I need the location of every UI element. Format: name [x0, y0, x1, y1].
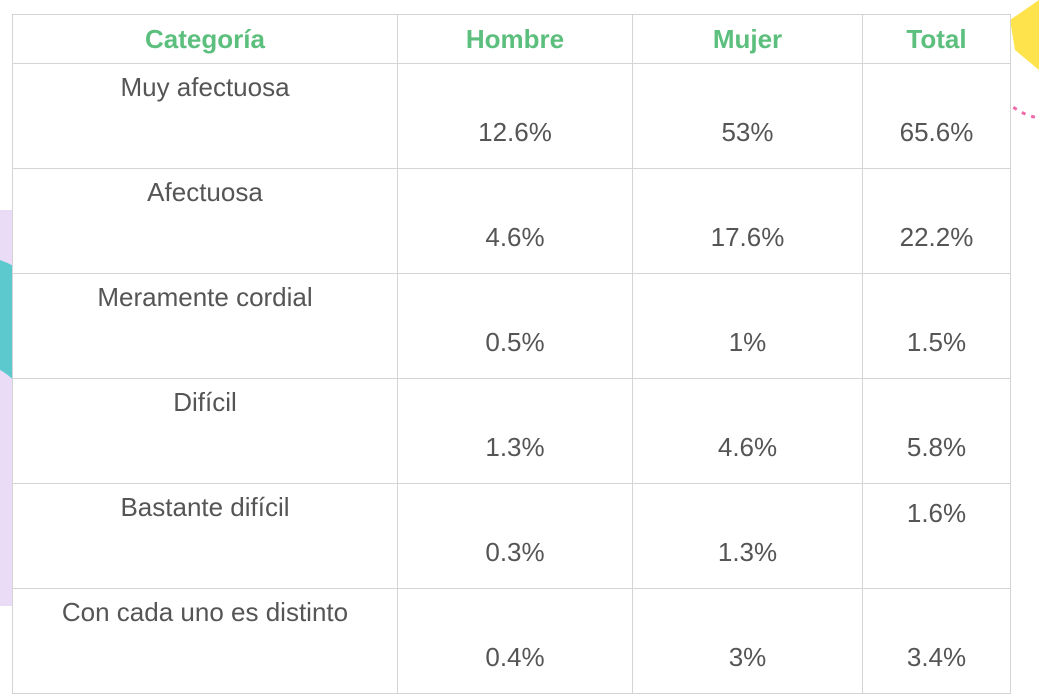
table-row: Bastante difícil 0.3% 1.3% 1.6% — [12, 483, 1011, 589]
category-cell: Muy afectuosa — [12, 63, 398, 169]
table-row: Afectuosa 4.6% 17.6% 22.2% — [12, 168, 1011, 274]
value-cell: 5.8% — [862, 378, 1011, 484]
yellow-shape — [1010, 0, 1039, 70]
table-body: Muy afectuosa 12.6% 53% 65.6% Afectuosa 4.6% 1… — [12, 63, 1011, 694]
value-cell: 12.6% — [397, 63, 633, 169]
header-cell: Mujer — [632, 14, 863, 64]
value-cell: 53% — [632, 63, 863, 169]
value-cell: 0.5% — [397, 273, 633, 379]
category-cell: Con cada uno es distinto — [12, 588, 398, 694]
value-cell: 1.3% — [397, 378, 633, 484]
category-cell: Afectuosa — [12, 168, 398, 274]
header-cell: Hombre — [397, 14, 633, 64]
table-row: Meramente cordial 0.5% 1% 1.5% — [12, 273, 1011, 379]
header-row: Categoría Hombre Mujer Total — [12, 14, 1011, 64]
value-cell: 1.6% — [862, 483, 1011, 589]
value-cell: 3% — [632, 588, 863, 694]
value-cell: 4.6% — [632, 378, 863, 484]
value-cell: 1.3% — [632, 483, 863, 589]
value-cell: 1% — [632, 273, 863, 379]
value-cell: 0.3% — [397, 483, 633, 589]
value-cell: 0.4% — [397, 588, 633, 694]
header-cell: Categoría — [12, 14, 398, 64]
category-cell: Difícil — [12, 378, 398, 484]
value-cell: 22.2% — [862, 168, 1011, 274]
table-row: Muy afectuosa 12.6% 53% 65.6% — [12, 63, 1011, 169]
header-cell: Total — [862, 14, 1011, 64]
value-cell: 4.6% — [397, 168, 633, 274]
data-table: Categoría Hombre Mujer Total Muy afectuosa 1… — [12, 14, 1011, 694]
table-row: Difícil 1.3% 4.6% 5.8% — [12, 378, 1011, 484]
table-row: Con cada uno es distinto 0.4% 3% 3.4% — [12, 588, 1011, 694]
category-cell: Meramente cordial — [12, 273, 398, 379]
value-cell: 3.4% — [862, 588, 1011, 694]
value-cell: 1.5% — [862, 273, 1011, 379]
value-cell: 17.6% — [632, 168, 863, 274]
value-cell: 65.6% — [862, 63, 1011, 169]
category-cell: Bastante difícil — [12, 483, 398, 589]
